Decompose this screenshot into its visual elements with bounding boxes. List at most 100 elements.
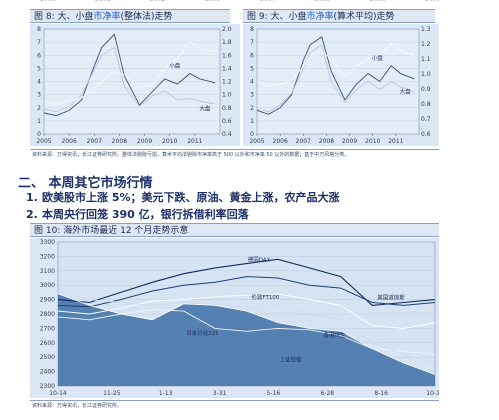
- bullet-1-text: 欧美股市上涨 5%；美元下跌、原油、黄金上涨，农产品大涨: [42, 191, 340, 204]
- fig8-ytick-left: 6: [37, 52, 41, 59]
- fig9-ytick-right: 0.6: [421, 131, 431, 138]
- fig10-ytick: 2500: [40, 354, 55, 361]
- fig9-text-b: 市净率: [306, 12, 334, 22]
- fig10-annotation: 日本日经225: [186, 329, 219, 337]
- fig10-prefix: 图 10:: [34, 226, 61, 236]
- fig10-ytick: 3000: [40, 282, 55, 289]
- fig10-annotation: 伦敦FT100: [251, 293, 279, 301]
- fig9-chart: 0 1 2 3 4 5 6 7 8 0.6 0.7 0.8 0.9 1.0 1.1 1.2 1.3 2005 200…: [243, 24, 439, 146]
- fig10-series-line: [57, 290, 436, 364]
- top-strip-label: 2006: [370, 0, 385, 3]
- fig9-ytick-left: 3: [250, 92, 254, 99]
- fig8-ytick-left: 5: [37, 65, 41, 72]
- fig10-annotation: 香港恒生: [323, 331, 346, 339]
- fig9-ytick-right: 0.9: [421, 86, 431, 93]
- fig8-9-separator: [30, 149, 439, 150]
- fig10-xtick: 1-13: [159, 390, 173, 397]
- fig9-svg: 0 1 2 3 4 5 6 7 8 0.6 0.7 0.8 0.9 1.0 1.1 1.2 1.3 2005 200…: [249, 26, 431, 145]
- fig8-source: 资料来源：万得资讯，长江证券研究所。整体法剔除亏损，算术平均法剔除市净率高于 5…: [32, 152, 350, 158]
- top-strip-label: 2005: [315, 0, 330, 3]
- fig9-xtick: 2008: [319, 138, 334, 145]
- fig10-chart: 2300 2400 2500 2600 2700 2800 2900 3000 3100 3200…: [30, 238, 439, 398]
- fig8-ytick-right: 2.0: [222, 26, 232, 33]
- fig10-series-line: [57, 293, 436, 329]
- fig10-ytick: 2600: [40, 340, 55, 347]
- fig9-ytick-right: 0.8: [421, 101, 431, 108]
- fig8-chart: 0 1 2 3 4 5 6 7 8 0.4 0.6 0.8 1.0 1.2 1.4 1.6 1.8 2.0 2005…: [30, 24, 240, 146]
- fig8-ytick-left: 4: [37, 79, 41, 86]
- top-strip-label: 2004: [260, 0, 275, 3]
- fig8-ytick-left: 1: [37, 118, 41, 125]
- fig9-xtick: 2005: [249, 138, 264, 145]
- fig9-ytick-left: 1: [250, 118, 254, 125]
- fig8-ytick-right: 1.2: [222, 79, 232, 86]
- bullet-1: 1. 欧美股市上涨 5%；美元下跌、原油、黄金上涨，农产品大涨: [26, 189, 340, 205]
- top-strip-label: 2000: [40, 0, 55, 3]
- fig8-xtick: 2009: [137, 138, 152, 145]
- fig8-series-line: [43, 41, 216, 106]
- top-strip-label: 2002: [150, 0, 165, 3]
- fig10-ytick: 2300: [40, 383, 55, 390]
- fig9-ytick-left: 5: [250, 65, 254, 72]
- bullet-1-num: 1.: [26, 191, 38, 204]
- fig9-ytick-left: 2: [250, 105, 254, 112]
- fig9-text-a: 大、小盘: [270, 12, 307, 22]
- fig10-annotation: 美国道琼斯: [377, 294, 405, 302]
- fig10-series-line: [57, 258, 436, 306]
- fig9-series-line: [256, 36, 415, 115]
- section-number: 二、: [18, 176, 45, 191]
- fig8-xtick: 2006: [62, 138, 77, 145]
- fig10-xtick: 8-16: [374, 390, 388, 397]
- fig9-series-line: [256, 43, 415, 87]
- fig10-xtick: 10-13: [426, 390, 439, 397]
- fig8-ytick-right: 0.4: [222, 131, 232, 138]
- fig8-ytick-right: 1.4: [222, 65, 232, 72]
- bullet-2-num: 2.: [26, 208, 38, 221]
- bullet-2: 2. 本周央行回笼 390 亿，银行拆借利率回落: [26, 206, 249, 222]
- fig10-xtick: 5-16: [267, 390, 281, 397]
- fig9-ytick-left: 7: [250, 39, 254, 46]
- fig10-title: 图 10: 海外市场最近 12 个月走势示意: [30, 223, 439, 237]
- section-heading: 二、 本周其它市场行情: [18, 172, 153, 191]
- fig8-ytick-left: 8: [37, 26, 41, 33]
- fig8-ytick-right: 1.0: [222, 92, 232, 99]
- fig10-ytick: 2400: [40, 369, 55, 376]
- fig8-xtick: 2011: [187, 138, 202, 145]
- fig9-series-line: [256, 44, 415, 113]
- fig10-xtick: 3-31: [213, 390, 227, 397]
- bullet-2-text: 本周央行回笼 390 亿，银行拆借利率回落: [42, 208, 249, 221]
- fig9-annotation-large: 大盘: [400, 88, 412, 96]
- fig8-ytick-right: 1.8: [222, 39, 232, 46]
- fig9-ytick-right: 1.1: [421, 56, 431, 63]
- fig9-xtick: 2006: [273, 138, 288, 145]
- fig9-ytick-left: 8: [250, 26, 254, 33]
- fig8-xtick: 2007: [87, 138, 102, 145]
- fig8-ytick-right: 0.8: [222, 105, 232, 112]
- fig8-series-line: [43, 46, 216, 113]
- fig9-xtick: 2010: [365, 138, 380, 145]
- fig8-prefix: 图 8:: [34, 12, 55, 22]
- fig10-ytick: 3100: [40, 268, 55, 275]
- fig8-title: 图 8: 大、小盘市净率(整体法)走势: [30, 9, 230, 23]
- fig9-xtick: 2011: [388, 138, 403, 145]
- fig8-annotation-large: 大盘: [199, 105, 211, 113]
- fig8-ytick-left: 2: [37, 105, 41, 112]
- fig10-series-line: [57, 293, 436, 375]
- fig8-ytick-left: 3: [37, 92, 41, 99]
- fig10-ytick: 2800: [40, 311, 55, 318]
- fig9-ytick-right: 1.0: [421, 71, 431, 78]
- fig8-annotation-small: 小盘: [169, 62, 181, 70]
- fig8-ytick-right: 0.6: [222, 118, 232, 125]
- fig8-series-line: [43, 33, 216, 117]
- fig10-xtick: 6-28: [320, 390, 334, 397]
- top-strip-label: 2007: [425, 0, 440, 3]
- fig10-ytick: 3200: [40, 253, 55, 260]
- fig8-ytick-right: 1.6: [222, 52, 232, 59]
- fig10-ytick: 3300: [40, 239, 55, 246]
- fig10-annotation: 上证综指: [279, 356, 302, 364]
- section-title-text: 本周其它市场行情: [48, 176, 153, 191]
- fig10-svg: 2300 2400 2500 2600 2700 2800 2900 3000 3100 3200…: [40, 239, 439, 397]
- fig8-text-a: 大、小盘: [57, 12, 94, 22]
